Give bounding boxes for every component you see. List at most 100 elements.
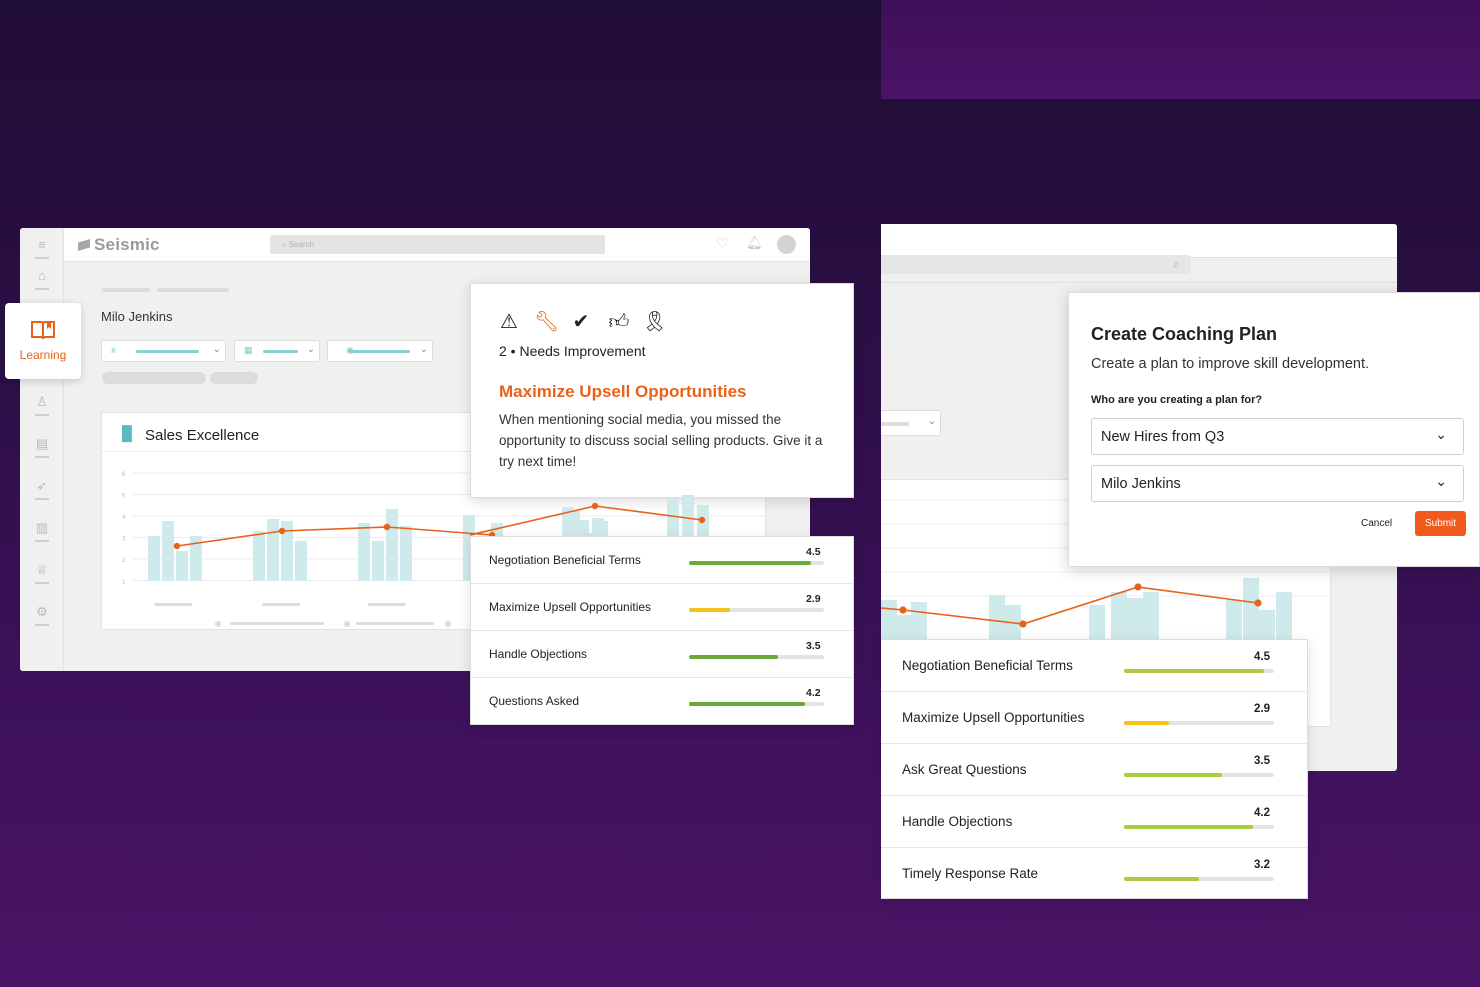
chevron-down-icon: ⌄ [419,344,428,355]
team-filter[interactable]: ጸ ⌄ [101,340,226,362]
card-title: Sales Excellence [145,427,260,444]
top-bar: Seismic ⌕ Search ♡ 🔔︎ [64,228,810,262]
score-label: Timely Response Rate [902,866,1039,881]
chart-bar [190,536,202,581]
inbox-icon[interactable]: ▤ [32,436,52,458]
score-row[interactable]: Questions Asked 4.2 [471,678,853,725]
chart-bar [386,509,398,581]
chart-bar [1111,592,1127,640]
legend-dot [344,621,350,627]
chart-bar [253,531,265,581]
person-select[interactable]: Milo Jenkins ⌄ [1091,465,1464,502]
skills-chart [881,499,1331,640]
award-icon[interactable]: ♕ [32,562,52,584]
score-bar-fill [1124,773,1222,777]
checkmark-icon[interactable]: ✔︎ [572,311,590,333]
heart-icon[interactable]: ♡ [716,235,729,251]
sidebar: ≡ ⌂ ♙ ▤ ➶ ▥ ♕ ⚙ [20,228,64,671]
calendar-icon: ▦ [244,345,253,355]
score-bar-fill [1124,825,1253,829]
chart-bar [1276,592,1292,640]
score-row[interactable]: Negotiation Beneficial Terms 4.5 [471,537,853,584]
legend-dot [445,621,451,627]
menu-icon[interactable]: ≡ [32,237,52,259]
bell-icon[interactable]: 🔔︎ [746,235,763,250]
score-bar [1124,825,1274,829]
feedback-body: When mentioning social media, you missed… [499,412,823,469]
thumbs-up-icon[interactable]: 👍︎ [608,311,630,333]
score-row[interactable]: Timely Response Rate 3.2 [881,848,1307,900]
question-label: Who are you creating a plan for? [1091,394,1263,406]
score-bar-fill [1124,721,1169,725]
score-bar [1124,773,1274,777]
send-icon[interactable]: ➶ [32,478,52,500]
score-row[interactable]: Maximize Upsell Opportunities 2.9 [471,584,853,631]
chevron-down-icon: ⌄ [212,344,221,355]
search-input[interactable]: ⌕ Search [270,235,605,254]
avatar[interactable] [777,235,796,254]
score-value: 4.2 [1254,807,1270,819]
skill-scores-list: Negotiation Beneficial Terms 4.5 Maximize … [470,536,854,725]
trend-point [1019,620,1027,628]
wrench-icon[interactable]: 🔧︎ [534,311,560,333]
score-value: 4.2 [806,687,821,699]
legend-placeholder [356,622,434,625]
cancel-button[interactable]: Cancel [1361,518,1393,529]
filter-dropdown[interactable]: ⌄ [881,410,941,436]
score-bar-fill [1124,877,1199,881]
score-label: Handle Objections [902,814,1013,829]
score-row[interactable]: Handle Objections 4.2 [881,796,1307,848]
search-icon[interactable]: ⌕ [1173,257,1180,271]
chart-bar [1143,592,1159,640]
settings-icon[interactable]: ⚙ [32,604,52,626]
score-label: Negotiation Beneficial Terms [902,658,1073,673]
chevron-down-icon: ⌄ [1435,473,1447,489]
date-filter[interactable]: ▦ ⌄ [234,340,320,362]
chart-bar [372,541,384,581]
score-value: 3.2 [1254,859,1270,871]
score-bar [689,561,824,565]
chart-bar [1259,610,1275,640]
score-row[interactable]: Negotiation Beneficial Terms 4.5 [881,640,1307,692]
chart-bar [592,518,604,540]
chart-continuation [470,495,709,540]
trophy-icon[interactable]: ♙ [32,394,52,416]
person-name: Milo Jenkins [101,309,173,324]
chart-bar [148,536,160,581]
trend-point [278,527,286,535]
submit-button[interactable]: Submit [1415,511,1466,536]
trend-point [1254,599,1262,607]
score-label: Questions Asked [489,694,580,708]
breadcrumb [157,288,229,292]
y-tick-label: 4 [122,515,126,521]
group-select[interactable]: New Hires from Q3 ⌄ [1091,418,1464,455]
score-value: 2.9 [1254,703,1270,715]
score-label: Maximize Upsell Opportunities [902,710,1085,725]
score-bar [1124,877,1274,881]
chart-bar [897,615,913,640]
score-value: 3.5 [806,640,821,652]
warning-icon[interactable]: ⚠︎ [500,311,518,333]
trend-point [173,542,181,550]
score-row[interactable]: Handle Objections 3.5 [471,631,853,678]
chart-bar [267,519,279,581]
ribbon-icon[interactable]: 🎗︎ [642,311,668,333]
book-icon [31,321,55,340]
group-select-value: New Hires from Q3 [1101,429,1225,445]
score-row[interactable]: Ask Great Questions 3.5 [881,744,1307,796]
score-label: Handle Objections [489,647,588,661]
view-filter[interactable]: ◉ ⌄ [327,340,433,362]
score-row[interactable]: Maximize Upsell Opportunities 2.9 [881,692,1307,744]
trend-line [176,526,493,547]
background-panel [881,0,1480,99]
home-icon[interactable]: ⌂ [32,268,52,290]
learning-nav-item[interactable]: Learning [5,303,81,379]
chart-bar [358,523,370,581]
search-input[interactable] [881,255,1191,274]
trend-point [383,523,391,531]
chart-bar [989,595,1005,640]
seismic-logo[interactable]: Seismic [78,235,160,255]
x-tick-placeholder [262,603,300,606]
learning-label: Learning [19,348,67,362]
reports-icon[interactable]: ▥ [32,520,52,542]
